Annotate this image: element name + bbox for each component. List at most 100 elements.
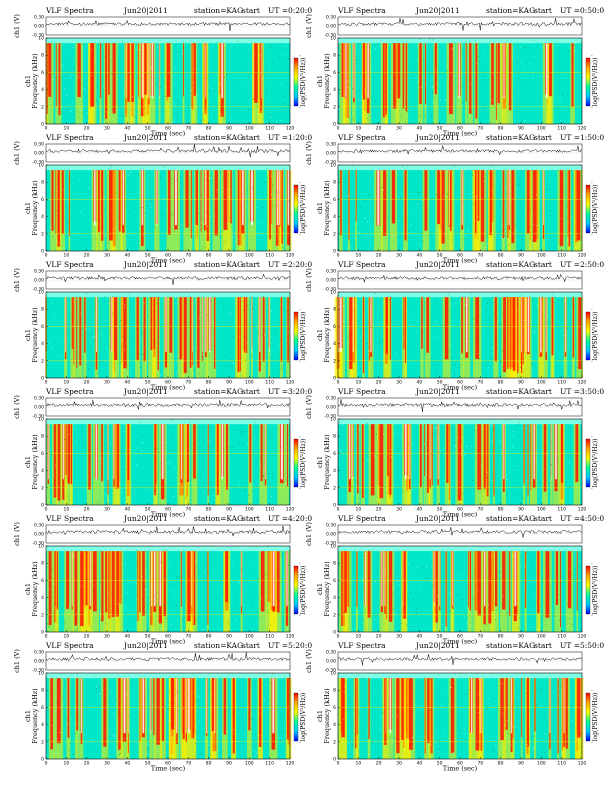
spectrogram-burst-peak <box>368 297 370 362</box>
spectrogram-speckle <box>127 678 128 680</box>
spectrogram-speckle <box>576 366 578 368</box>
spectrogram-speckle <box>148 628 150 629</box>
spectrogram-speckle <box>499 618 501 619</box>
spectrogram-speckle <box>455 99 457 101</box>
x-tick-label: 30 <box>396 634 402 640</box>
spectrogram-speckle <box>209 689 211 691</box>
spectrogram-speckle <box>112 295 114 297</box>
spectrogram-burst-peak <box>362 297 365 374</box>
spectrogram-speckle <box>394 341 395 343</box>
spectrogram-speckle <box>223 443 225 445</box>
spectrogram-burst-peak <box>73 297 75 364</box>
spectrogram-speckle <box>525 692 527 694</box>
spectrogram-burst-peak <box>477 424 482 490</box>
spectrogram-speckle <box>181 53 183 55</box>
spectrogram-speckle <box>205 246 207 248</box>
panel-start-label: start <box>534 514 552 523</box>
spectrogram-burst-peak <box>525 551 527 608</box>
spectrogram-speckle <box>164 605 166 606</box>
spectrogram-speckle <box>545 714 547 716</box>
spectrogram-speckle <box>207 501 209 503</box>
spectrogram-speckle <box>160 177 161 179</box>
spectrogram-burst-peak <box>384 678 386 746</box>
spectrogram-burst-peak <box>385 43 387 115</box>
panel-start-label: start <box>242 641 260 650</box>
spectrogram-speckle <box>436 194 437 195</box>
panel-kind-label: VLF Spectra <box>46 514 94 523</box>
spectrogram-speckle <box>531 747 533 749</box>
spectrogram-speckle <box>270 496 272 497</box>
spectrogram-speckle <box>253 53 255 55</box>
spectrogram-speckle <box>271 114 273 116</box>
spectrogram-panel: VLF Spectra Jun20|2011 station=KAG start UT … <box>300 259 604 392</box>
spectrogram-speckle <box>525 450 527 452</box>
spectrogram-speckle <box>96 502 98 504</box>
spectrogram-speckle <box>454 442 456 444</box>
spectrogram-speckle <box>338 565 340 567</box>
x-tick-label: 60 <box>165 761 171 767</box>
spectrogram-burst-peak <box>344 551 347 613</box>
spectrogram-speckle <box>443 226 444 227</box>
spectrogram-speckle <box>560 119 561 121</box>
spectrogram-burst-peak <box>557 678 559 754</box>
spectrogram-speckle <box>477 216 479 218</box>
spectrogram-speckle <box>49 342 50 343</box>
spectrogram-speckle <box>99 686 100 688</box>
spectrogram-speckle <box>196 700 197 702</box>
spectrogram-speckle <box>427 718 429 720</box>
spectrogram-speckle <box>112 118 114 120</box>
spectrogram-burst-peak <box>90 43 95 107</box>
spectrogram-speckle <box>72 325 74 327</box>
spectrogram-speckle <box>557 488 559 490</box>
spectrogram-speckle <box>221 241 223 243</box>
spectrogram-speckle <box>136 49 137 50</box>
spectrogram-speckle <box>71 682 73 684</box>
spectrogram-speckle <box>399 733 401 735</box>
spectrogram-speckle <box>84 582 86 584</box>
spectrogram-speckle <box>503 566 505 568</box>
x-tick-label: 60 <box>457 253 463 259</box>
spectrogram-speckle <box>198 720 200 722</box>
spectrogram-speckle <box>498 571 500 573</box>
spectrogram-speckle <box>254 63 256 64</box>
panel-station-label: station=KAG <box>486 387 536 396</box>
spectrogram-burst-peak <box>105 43 108 119</box>
spectrogram-speckle <box>523 65 525 67</box>
x-axis-label: Time (sec) <box>151 638 186 646</box>
spectrogram-speckle <box>458 594 460 595</box>
spectrogram-speckle <box>421 567 423 569</box>
spectrogram-burst-peak <box>448 43 453 114</box>
spectrogram-burst-gap <box>280 424 283 480</box>
spectrogram-speckle <box>378 245 380 246</box>
spectrogram-speckle <box>433 585 434 587</box>
spectrogram-speckle <box>502 595 504 597</box>
spectrogram-speckle <box>471 111 473 113</box>
spectrogram-speckle <box>483 180 485 182</box>
spectrogram-speckle <box>466 488 467 490</box>
spectrogram-speckle <box>381 308 383 310</box>
spectrogram-speckle <box>431 319 433 321</box>
y-tick-label: 2 <box>41 358 44 364</box>
spectrogram-speckle <box>418 192 420 193</box>
spectrogram-burst-peak <box>190 170 192 239</box>
spectrogram-speckle <box>468 716 470 718</box>
x-tick-label: 90 <box>226 507 232 513</box>
spectrogram-speckle <box>436 621 437 623</box>
wave-tick-label: -0.30 <box>324 287 336 293</box>
spectrogram-speckle <box>257 327 259 329</box>
spectrogram-speckle <box>251 229 253 231</box>
spectrogram-speckle <box>562 475 564 477</box>
spectrogram-speckle <box>112 591 113 593</box>
spectrogram-speckle <box>346 107 348 109</box>
spectrogram-burst-peak <box>207 551 209 625</box>
spectrogram-speckle <box>528 710 529 712</box>
spectrogram-speckle <box>410 686 412 688</box>
x-tick-label: 70 <box>477 761 483 767</box>
spectrogram-speckle <box>449 450 451 452</box>
spectrogram-speckle <box>580 561 581 562</box>
spectrogram-speckle <box>201 222 203 224</box>
spectrogram-speckle <box>347 488 349 490</box>
x-tick-label: 100 <box>245 126 254 132</box>
spectrogram-speckle <box>360 314 362 316</box>
spectrogram-speckle <box>547 454 548 456</box>
